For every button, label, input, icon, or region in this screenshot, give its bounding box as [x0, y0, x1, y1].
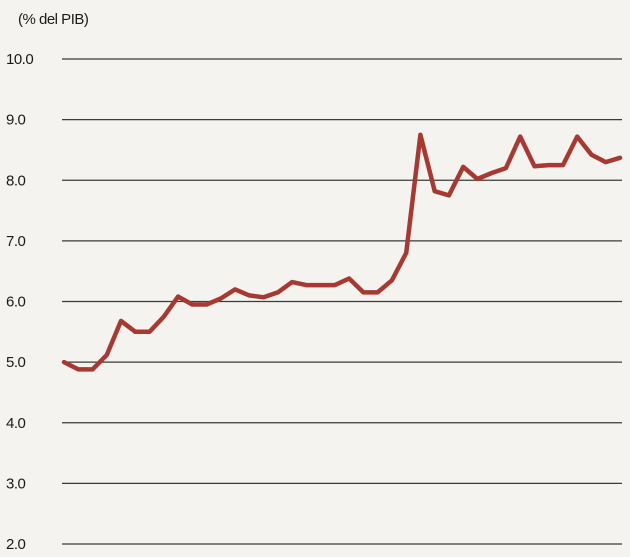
y-tick-label: 3.0 — [6, 475, 26, 492]
y-tick-label: 4.0 — [6, 415, 26, 432]
y-tick-label: 9.0 — [6, 112, 26, 129]
y-tick-label: 5.0 — [6, 354, 26, 371]
gridlines — [62, 58, 622, 545]
series-line — [61, 132, 623, 372]
y-tick-labels: 10.0 9.0 8.0 7.0 6.0 5.0 4.0 3.0 2.0 — [6, 51, 34, 553]
series-group — [61, 132, 623, 372]
y-tick-label: 2.0 — [6, 536, 26, 553]
y-tick-label: 7.0 — [6, 233, 26, 250]
y-axis-unit-label: (% del PIB) — [18, 11, 89, 28]
y-tick-label: 6.0 — [6, 294, 26, 311]
y-tick-label: 10.0 — [6, 51, 33, 68]
y-tick-label: 8.0 — [6, 172, 26, 189]
